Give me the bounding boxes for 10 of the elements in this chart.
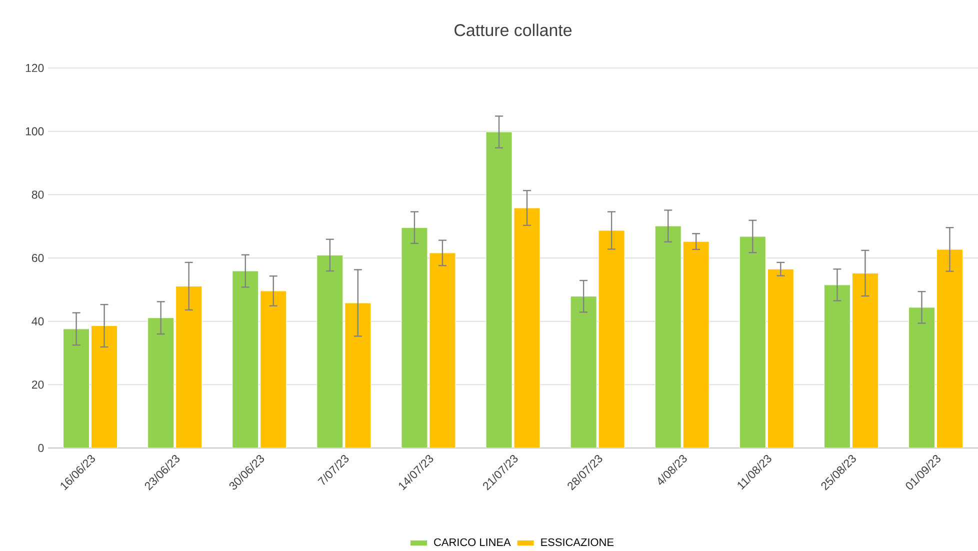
y-tick-label: 80 bbox=[32, 190, 44, 199]
y-tick-label: 0 bbox=[38, 444, 44, 452]
y-tick-label: 100 bbox=[26, 127, 44, 136]
legend-label: ESSICAZIONE bbox=[541, 538, 614, 546]
y-tick-label: 60 bbox=[32, 254, 44, 262]
y-tick-label: 120 bbox=[26, 64, 44, 72]
chart-title: Catture collante bbox=[454, 24, 572, 36]
y-tick-label: 40 bbox=[32, 317, 44, 326]
legend-label: CARICO LINEA bbox=[434, 538, 511, 546]
y-tick-label: 20 bbox=[32, 380, 44, 389]
